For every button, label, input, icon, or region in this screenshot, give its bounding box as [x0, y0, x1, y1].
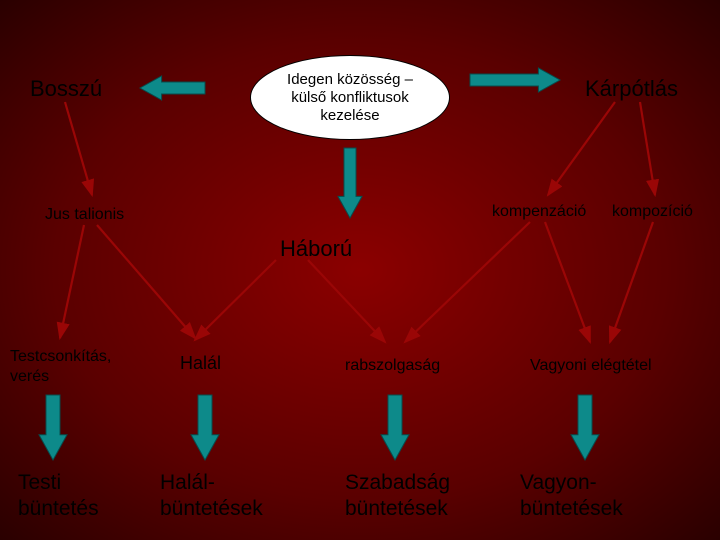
block-arrows — [39, 68, 599, 460]
thin-arrows — [60, 102, 655, 342]
arrows-layer — [0, 0, 720, 540]
